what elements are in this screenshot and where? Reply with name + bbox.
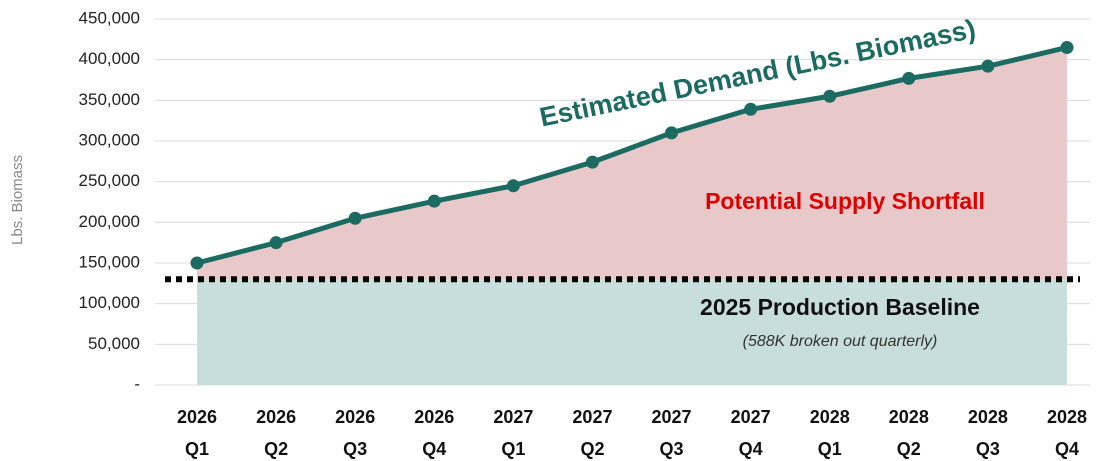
demand-point <box>823 89 837 103</box>
x-tick-label: Q1 <box>818 439 842 459</box>
demand-point <box>744 102 758 116</box>
y-tick-label: 400,000 <box>79 49 140 68</box>
x-tick-label: 2027 <box>652 407 692 427</box>
x-tick-label: 2027 <box>493 407 533 427</box>
baseline-label: 2025 Production Baseline <box>700 294 980 320</box>
x-tick-label: 2028 <box>889 407 929 427</box>
x-tick-label: Q4 <box>739 439 763 459</box>
x-tick-label: 2028 <box>810 407 850 427</box>
demand-point <box>269 236 283 250</box>
y-tick-label: 250,000 <box>79 171 140 190</box>
x-tick-label: 2026 <box>414 407 454 427</box>
demand-point <box>981 59 995 73</box>
x-tick-label: Q3 <box>343 439 367 459</box>
y-tick-label: 450,000 <box>79 8 140 27</box>
y-tick-label: 200,000 <box>79 212 140 231</box>
x-tick-label: 2027 <box>572 407 612 427</box>
x-tick-label: Q2 <box>897 439 921 459</box>
y-tick-label: 50,000 <box>88 334 140 353</box>
x-tick-label: Q2 <box>580 439 604 459</box>
demand-point <box>902 71 916 85</box>
y-tick-label: 100,000 <box>79 293 140 312</box>
demand-line <box>196 45 1068 266</box>
x-tick-label: Q2 <box>264 439 288 459</box>
demand-point <box>506 179 520 193</box>
y-tick-label: 150,000 <box>79 252 140 271</box>
x-tick-label: Q3 <box>660 439 684 459</box>
y-tick-label: 350,000 <box>79 90 140 109</box>
x-tick-label: Q4 <box>422 439 446 459</box>
y-tick-label: 300,000 <box>79 130 140 149</box>
x-tick-label: Q1 <box>501 439 525 459</box>
x-tick-label: Q4 <box>1055 439 1079 459</box>
x-tick-label: 2026 <box>256 407 296 427</box>
demand-point <box>427 194 441 208</box>
demand-point <box>1060 40 1074 54</box>
shortfall-annotation: Potential Supply Shortfall <box>705 188 985 214</box>
x-tick-label: 2026 <box>335 407 375 427</box>
x-tick-label: 2026 <box>177 407 217 427</box>
demand-point <box>665 126 679 140</box>
y-tick-label: - <box>134 374 140 393</box>
baseline-note: (588K broken out quarterly) <box>743 333 938 350</box>
demand-point <box>348 211 362 225</box>
x-tick-label: 2027 <box>731 407 771 427</box>
demand-point <box>585 155 599 169</box>
y-axis-label: Lbs. Biomass <box>9 155 26 245</box>
x-tick-label: Q3 <box>976 439 1000 459</box>
baseline-area <box>197 279 1067 385</box>
x-tick-label: 2028 <box>968 407 1008 427</box>
x-tick-label: 2028 <box>1047 407 1087 427</box>
demand-point <box>190 256 204 270</box>
x-tick-label: Q1 <box>185 439 209 459</box>
